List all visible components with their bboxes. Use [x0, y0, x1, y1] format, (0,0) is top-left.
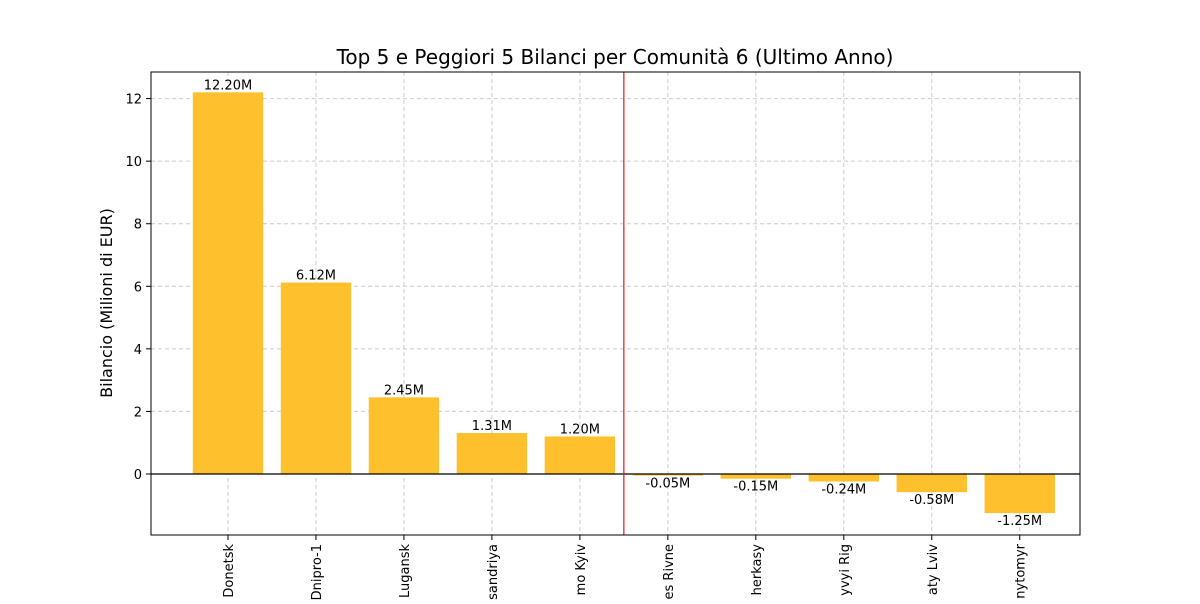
x-tick-label-4: mo Kyiv: [574, 544, 589, 596]
bar-6: [720, 473, 792, 479]
y-ticks: 0 2 4 6 8 10 12: [125, 93, 151, 483]
x-tick-label-8: aty Lviv: [926, 544, 941, 595]
data-label-9: -1.25M: [997, 514, 1042, 529]
x-tick-label-6: herkasy: [750, 544, 765, 596]
bar-8: [896, 473, 967, 493]
data-label-2: 2.45M: [384, 383, 424, 398]
data-labels: 12.20M 6.12M 2.45M 1.31M 1.20M -0.05M -0.15M -0…: [204, 78, 1042, 529]
y-tick-label-5: 10: [125, 155, 142, 170]
bar-2: [368, 397, 440, 474]
y-tick-label-6: 12: [125, 93, 142, 108]
y-tick-label-2: 4: [134, 343, 142, 358]
bar-7: [808, 473, 879, 482]
x-tick-label-9: nytomyr: [1014, 543, 1029, 598]
y-axis-label: Bilancio (Milioni di EUR): [97, 208, 116, 398]
bar-9: [984, 473, 1055, 514]
x-ticks: Donetsk Dnipro-1 Lugansk sandriya mo Kyiv es …: [222, 535, 1029, 600]
data-label-6: -0.15M: [733, 480, 778, 495]
y-tick-label-1: 2: [134, 405, 142, 420]
bar-5: [632, 473, 704, 476]
bar-3: [456, 433, 528, 474]
x-tick-label-3: sandriya: [486, 544, 501, 600]
axes: [150, 71, 1081, 536]
data-label-3: 1.31M: [472, 419, 512, 434]
data-label-0: 12.20M: [204, 78, 252, 93]
x-tick-label-1: Dnipro-1: [310, 544, 325, 600]
bar-1: [280, 282, 352, 474]
x-tick-label-7: yvyi Rig: [838, 544, 853, 596]
data-label-7: -0.24M: [821, 483, 866, 498]
chart-title: Top 5 e Peggiori 5 Bilanci per Comunità …: [336, 45, 894, 69]
data-label-5: -0.05M: [645, 477, 690, 492]
data-label-1: 6.12M: [296, 269, 336, 284]
x-tick-label-5: es Rivne: [662, 544, 677, 599]
x-tick-label-0: Donetsk: [222, 544, 237, 598]
bar-4: [544, 436, 616, 474]
x-tick-label-2: Lugansk: [398, 544, 413, 598]
y-tick-label-3: 6: [134, 280, 142, 295]
data-label-8: -0.58M: [909, 493, 954, 508]
y-tick-label-4: 8: [134, 218, 142, 233]
y-tick-label-0: 0: [134, 468, 142, 483]
bar-0: [192, 92, 264, 474]
data-label-4: 1.20M: [560, 422, 600, 437]
bars: [192, 92, 1055, 514]
plot-frame: [150, 71, 1081, 536]
